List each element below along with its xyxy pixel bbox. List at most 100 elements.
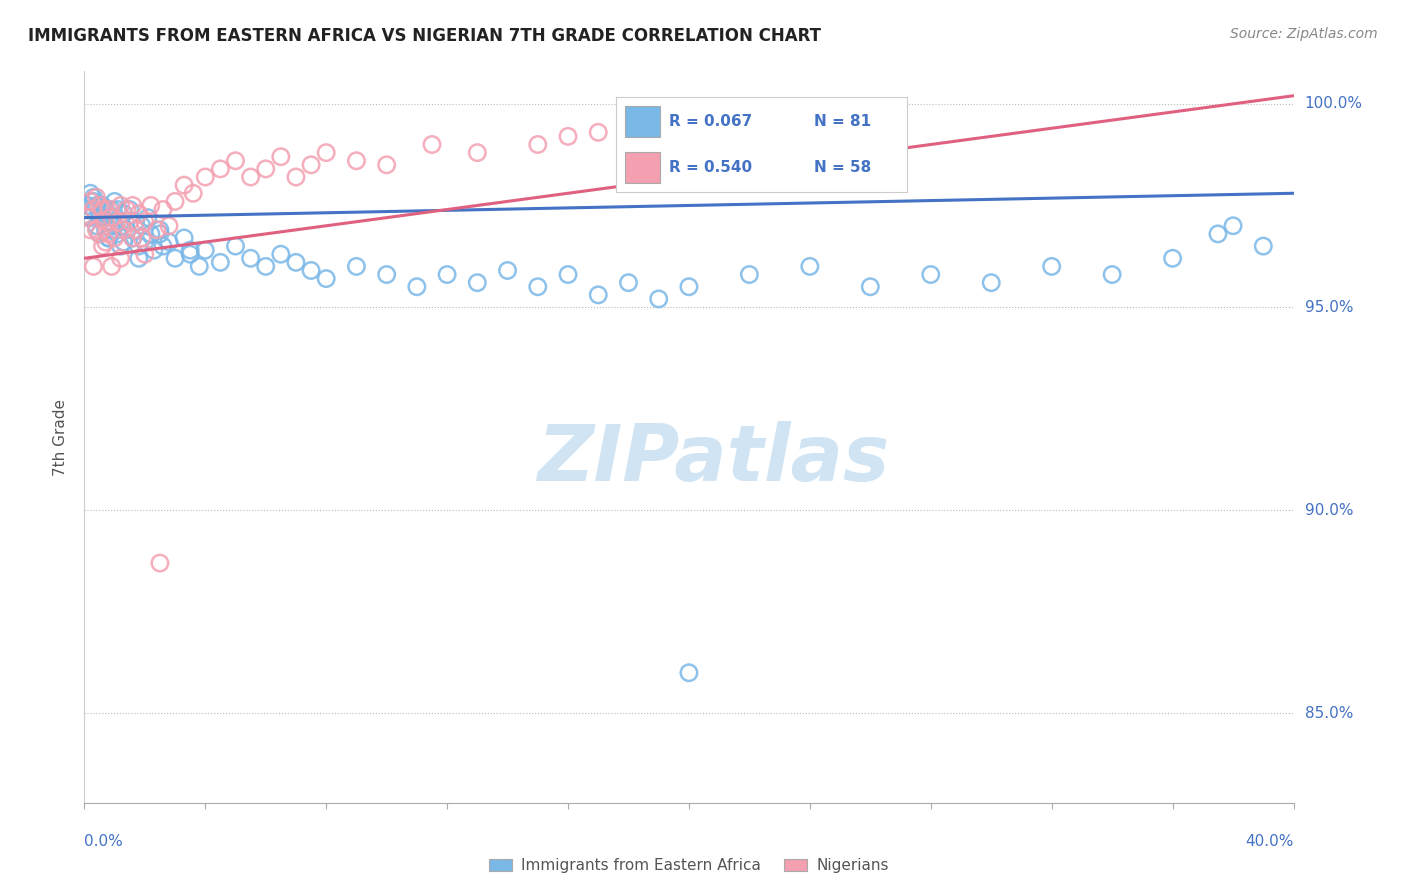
Point — [110, 215, 132, 229]
Point — [1161, 252, 1184, 266]
Point — [91, 198, 114, 212]
Point — [799, 101, 821, 115]
Point — [163, 194, 186, 209]
Point — [299, 263, 322, 277]
Point — [76, 198, 98, 212]
Point — [89, 206, 111, 220]
Point — [89, 227, 111, 241]
Point — [97, 202, 120, 217]
Point — [496, 263, 519, 277]
Point — [284, 255, 308, 269]
Point — [118, 215, 141, 229]
Point — [239, 169, 262, 184]
Text: 100.0%: 100.0% — [1305, 96, 1362, 112]
Point — [91, 211, 114, 225]
Point — [91, 202, 114, 217]
Point — [209, 161, 232, 176]
Point — [270, 150, 292, 164]
Point — [557, 268, 579, 282]
Text: 90.0%: 90.0% — [1305, 503, 1353, 517]
Point — [678, 665, 700, 680]
Point — [115, 223, 138, 237]
Point — [149, 556, 172, 570]
Point — [100, 260, 122, 274]
Point — [100, 211, 122, 225]
Point — [1040, 260, 1063, 274]
Point — [118, 202, 141, 217]
Point — [346, 260, 368, 274]
Point — [131, 219, 153, 233]
Point — [100, 202, 122, 217]
Point — [91, 239, 114, 253]
Point — [125, 215, 148, 229]
Text: IMMIGRANTS FROM EASTERN AFRICA VS NIGERIAN 7TH GRADE CORRELATION CHART: IMMIGRANTS FROM EASTERN AFRICA VS NIGERI… — [28, 27, 821, 45]
Y-axis label: 7th Grade: 7th Grade — [53, 399, 69, 475]
Point — [738, 268, 761, 282]
Point — [94, 202, 117, 217]
Point — [299, 158, 322, 172]
Point — [225, 153, 247, 168]
Point — [136, 211, 159, 225]
Point — [82, 190, 104, 204]
Point — [157, 235, 180, 249]
Point — [82, 194, 104, 209]
Point — [270, 247, 292, 261]
Point — [107, 202, 129, 217]
Point — [121, 231, 143, 245]
Text: 85.0%: 85.0% — [1305, 706, 1353, 721]
Point — [678, 279, 700, 293]
Point — [86, 223, 108, 237]
Point — [179, 247, 201, 261]
Point — [346, 153, 368, 168]
Point — [188, 260, 211, 274]
Point — [163, 252, 186, 266]
Point — [82, 202, 104, 217]
Text: R = 0.067: R = 0.067 — [669, 114, 752, 129]
Text: N = 58: N = 58 — [814, 160, 870, 175]
Point — [134, 235, 156, 249]
Point — [97, 227, 120, 241]
Point — [1101, 268, 1123, 282]
Point — [82, 202, 104, 217]
Point — [97, 231, 120, 245]
Point — [110, 252, 132, 266]
Point — [125, 223, 148, 237]
Point — [1251, 239, 1274, 253]
Point — [131, 231, 153, 245]
Point — [588, 288, 610, 302]
Text: N = 81: N = 81 — [814, 114, 870, 129]
Text: 40.0%: 40.0% — [1246, 834, 1294, 849]
Point — [254, 260, 277, 274]
Point — [115, 202, 138, 217]
Text: Source: ZipAtlas.com: Source: ZipAtlas.com — [1230, 27, 1378, 41]
Point — [107, 215, 129, 229]
Point — [76, 211, 98, 225]
Point — [128, 206, 150, 220]
Point — [142, 243, 165, 257]
Point — [79, 186, 101, 201]
Point — [97, 231, 120, 245]
Point — [134, 215, 156, 229]
Point — [139, 227, 162, 241]
Point — [104, 194, 127, 209]
Point — [420, 137, 443, 152]
Point — [173, 231, 195, 245]
Point — [239, 252, 262, 266]
Point — [194, 169, 217, 184]
Point — [152, 202, 174, 217]
Point — [134, 247, 156, 261]
Point — [617, 276, 640, 290]
Point — [128, 252, 150, 266]
Point — [526, 279, 548, 293]
Point — [149, 223, 172, 237]
Point — [467, 145, 489, 160]
Point — [128, 239, 150, 253]
Point — [82, 260, 104, 274]
Point — [139, 198, 162, 212]
Point — [121, 231, 143, 245]
Point — [104, 231, 127, 245]
Point — [194, 243, 217, 257]
Point — [86, 190, 108, 204]
Point — [738, 105, 761, 120]
Point — [1222, 219, 1244, 233]
